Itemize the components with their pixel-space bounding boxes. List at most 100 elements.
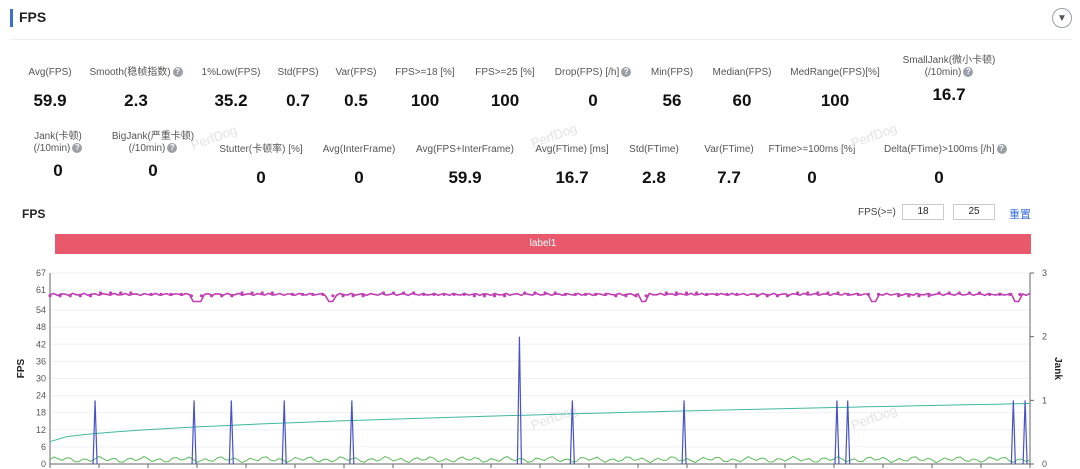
help-icon[interactable]: ? <box>72 143 83 154</box>
fps-point[interactable] <box>250 291 254 295</box>
interframe-series[interactable] <box>49 455 1031 464</box>
fps-point[interactable] <box>695 291 699 295</box>
reset-link[interactable]: 重置 <box>1009 209 1031 221</box>
fps-point[interactable] <box>48 294 52 298</box>
threshold-input-1[interactable]: 18 <box>902 204 944 220</box>
fps-point[interactable] <box>846 292 850 296</box>
fps-series[interactable] <box>49 292 1031 303</box>
fps-point[interactable] <box>967 291 972 295</box>
fps-point[interactable] <box>452 292 456 296</box>
jank-spike[interactable] <box>191 400 197 465</box>
fps-point[interactable] <box>806 291 810 295</box>
fps-point[interactable] <box>775 294 780 298</box>
help-icon[interactable]: ? <box>996 144 1007 155</box>
fps-point[interactable] <box>796 291 800 295</box>
jank-spike[interactable] <box>681 400 687 465</box>
jank-spike[interactable] <box>1010 400 1016 465</box>
fps-point[interactable] <box>119 291 123 295</box>
jank-spike[interactable] <box>569 400 575 465</box>
fps-point[interactable] <box>492 294 497 298</box>
fps-point[interactable] <box>543 291 547 295</box>
fps-point[interactable] <box>109 291 113 295</box>
fps-point[interactable] <box>189 294 193 298</box>
fps-point[interactable] <box>836 291 840 295</box>
fps-point[interactable] <box>664 291 668 295</box>
fps-point[interactable] <box>361 294 365 298</box>
fps-point[interactable] <box>351 294 355 298</box>
fps-point[interactable] <box>755 294 759 298</box>
fps-point[interactable] <box>412 291 416 295</box>
fps-point[interactable] <box>988 292 992 296</box>
help-icon[interactable]: ? <box>621 67 632 78</box>
fps-point[interactable] <box>422 292 426 296</box>
fps-point[interactable] <box>129 291 133 295</box>
fps-point[interactable] <box>816 291 820 295</box>
fps-point[interactable] <box>220 294 224 298</box>
fps-point[interactable] <box>705 292 709 296</box>
fps-point[interactable] <box>563 292 567 296</box>
help-icon[interactable]: ? <box>963 67 974 78</box>
jank-spike[interactable] <box>845 400 851 465</box>
fps-point[interactable] <box>674 291 679 295</box>
fps-point[interactable] <box>634 294 638 298</box>
fps-point[interactable] <box>98 291 103 295</box>
chevron-down-icon[interactable]: ▼ <box>1052 8 1072 28</box>
fps-point[interactable] <box>88 294 92 298</box>
fps-point[interactable] <box>715 292 719 296</box>
fps-point[interactable] <box>381 291 385 295</box>
fps-point[interactable] <box>897 294 901 298</box>
fps-point[interactable] <box>1008 292 1012 296</box>
fps-point[interactable] <box>159 292 163 296</box>
fps-point[interactable] <box>391 291 396 295</box>
fps-point[interactable] <box>917 294 921 298</box>
jank-spike[interactable] <box>349 400 355 465</box>
fps-point[interactable] <box>725 292 729 296</box>
fps-point[interactable] <box>311 292 315 296</box>
jank-spike[interactable] <box>516 336 523 465</box>
fps-point[interactable] <box>402 291 406 295</box>
help-icon[interactable]: ? <box>167 143 178 154</box>
fps-point[interactable] <box>290 292 295 296</box>
fps-point[interactable] <box>907 294 911 298</box>
threshold-input-2[interactable]: 25 <box>953 204 995 220</box>
fps-point[interactable] <box>735 292 739 296</box>
fps-point[interactable] <box>230 294 234 298</box>
help-icon[interactable]: ? <box>172 67 183 78</box>
jank-spike[interactable] <box>1022 400 1028 465</box>
fps-point[interactable] <box>1018 292 1022 296</box>
fps-point[interactable] <box>856 292 860 296</box>
fps-point[interactable] <box>765 294 769 298</box>
fps-point[interactable] <box>149 292 153 296</box>
fps-point[interactable] <box>58 294 62 298</box>
jank-spike[interactable] <box>92 400 98 465</box>
fps-point[interactable] <box>169 292 173 296</box>
fps-point[interactable] <box>594 292 598 296</box>
jank-spike[interactable] <box>281 400 287 465</box>
fps-point[interactable] <box>583 292 588 296</box>
fps-point[interactable] <box>321 292 325 296</box>
fps-point[interactable] <box>998 292 1002 296</box>
fps-point[interactable] <box>947 291 951 295</box>
fps-point[interactable] <box>199 294 204 298</box>
fps-point[interactable] <box>937 291 941 295</box>
fps-point[interactable] <box>876 292 881 296</box>
fps-point[interactable] <box>957 291 961 295</box>
fps-point[interactable] <box>523 291 527 295</box>
fps-point[interactable] <box>927 294 931 298</box>
fps-point[interactable] <box>179 292 183 296</box>
fps-point[interactable] <box>553 291 557 295</box>
fps-point[interactable] <box>573 292 578 296</box>
jank-spike[interactable] <box>834 400 840 465</box>
fps-point[interactable] <box>604 292 608 296</box>
fps-point[interactable] <box>68 294 72 298</box>
fps-point[interactable] <box>866 292 871 296</box>
fps-point[interactable] <box>301 292 305 296</box>
fps-point[interactable] <box>331 294 335 298</box>
fps-point[interactable] <box>462 292 466 296</box>
fps-point[interactable] <box>503 294 507 298</box>
fps-point[interactable] <box>614 294 618 298</box>
fps-point[interactable] <box>826 291 830 295</box>
fps-point[interactable] <box>270 291 274 295</box>
fps-point[interactable] <box>260 291 264 295</box>
